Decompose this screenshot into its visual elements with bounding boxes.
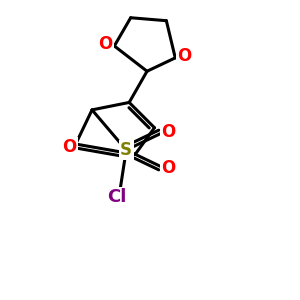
Text: O: O	[177, 47, 191, 65]
Text: O: O	[162, 159, 176, 177]
Text: Cl: Cl	[108, 188, 127, 206]
Text: O: O	[162, 123, 176, 141]
Text: O: O	[98, 35, 112, 53]
Text: S: S	[120, 141, 132, 159]
Text: O: O	[62, 138, 76, 156]
